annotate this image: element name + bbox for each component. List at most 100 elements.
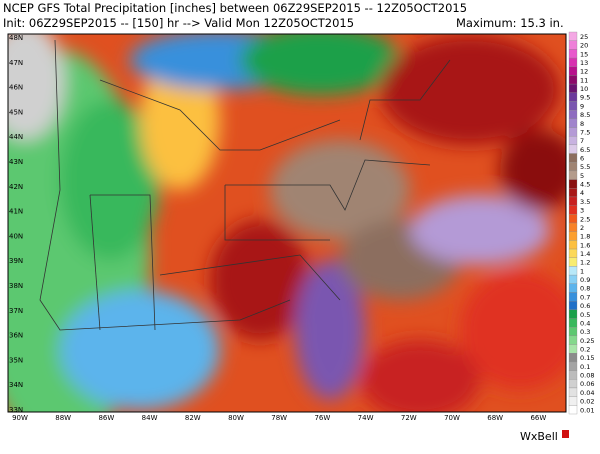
colorbar-label: 8	[580, 120, 584, 128]
colorbar: 252015131211109.598.587.576.565.554.543.…	[568, 31, 594, 415]
colorbar-label: 9	[580, 102, 584, 110]
colorbar-label: 4	[580, 189, 584, 197]
colorbar-swatch	[568, 188, 578, 198]
colorbar-swatch	[568, 222, 578, 232]
longitude-label: 84W	[142, 414, 158, 422]
colorbar-swatch	[568, 66, 578, 76]
colorbar-swatch	[568, 344, 578, 354]
colorbar-label: 0.8	[580, 285, 590, 293]
colorbar-label: 1.8	[580, 233, 590, 241]
colorbar-label: 0.1	[580, 363, 590, 371]
colorbar-swatch	[568, 309, 578, 319]
colorbar-label: 3	[580, 207, 584, 215]
colorbar-swatch	[568, 136, 578, 146]
colorbar-swatch	[568, 196, 578, 206]
colorbar-swatch	[568, 153, 578, 163]
logo-mark	[562, 430, 569, 438]
longitude-label: 70W	[444, 414, 460, 422]
colorbar-label: 8.5	[580, 111, 590, 119]
colorbar-swatch	[568, 387, 578, 397]
colorbar-label: 0.3	[580, 328, 590, 336]
colorbar-swatch	[568, 327, 578, 337]
latitude-label: 45N	[9, 108, 23, 116]
latitude-label: 33N	[9, 406, 23, 414]
colorbar-swatch	[568, 109, 578, 119]
colorbar-label: 6.5	[580, 146, 590, 154]
colorbar-swatch	[568, 118, 578, 128]
colorbar-swatch	[568, 92, 578, 102]
colorbar-label: 0.08	[580, 372, 594, 380]
colorbar-swatch	[568, 318, 578, 328]
longitude-label: 82W	[185, 414, 201, 422]
colorbar-label: 0.25	[580, 337, 594, 345]
latitude-label: 35N	[9, 356, 23, 364]
colorbar-label: 6	[580, 154, 584, 162]
colorbar-swatch	[568, 83, 578, 93]
colorbar-swatch	[568, 49, 578, 59]
colorbar-label: 0.7	[580, 293, 590, 301]
latitude-label: 37N	[9, 307, 23, 315]
longitude-label: 90W	[12, 414, 28, 422]
colorbar-label: 5	[580, 172, 584, 180]
colorbar-label: 0.01	[580, 406, 594, 414]
colorbar-swatch	[568, 170, 578, 180]
colorbar-label: 9.5	[580, 94, 590, 102]
precip-field	[8, 34, 566, 412]
longitude-label: 72W	[401, 414, 417, 422]
colorbar-swatch	[568, 127, 578, 137]
colorbar-label: 7.5	[580, 128, 590, 136]
latitude-label: 41N	[9, 208, 23, 216]
colorbar-label: 0.6	[580, 302, 590, 310]
colorbar-swatch	[568, 231, 578, 241]
init-line: Init: 06Z29SEP2015 -- [150] hr --> Valid…	[3, 16, 354, 30]
colorbar-swatch	[568, 266, 578, 276]
colorbar-swatch	[568, 57, 578, 67]
colorbar-swatch	[568, 214, 578, 224]
colorbar-swatch	[568, 101, 578, 111]
latitude-label: 48N	[9, 34, 23, 42]
colorbar-label: 0.06	[580, 380, 594, 388]
colorbar-swatch	[568, 335, 578, 345]
colorbar-label: 4.5	[580, 181, 590, 189]
colorbar-label: 0.4	[580, 319, 590, 327]
colorbar-swatch	[568, 361, 578, 371]
colorbar-swatch	[568, 274, 578, 284]
colorbar-swatch	[568, 405, 578, 415]
latitude-label: 47N	[9, 59, 23, 67]
colorbar-swatch	[568, 379, 578, 389]
longitude-label: 68W	[487, 414, 503, 422]
colorbar-label: 0.15	[580, 354, 594, 362]
colorbar-label: 25	[580, 33, 588, 41]
latitude-label: 34N	[9, 381, 23, 389]
colorbar-label: 13	[580, 59, 588, 67]
colorbar-swatch	[568, 353, 578, 363]
colorbar-swatch	[568, 283, 578, 293]
colorbar-swatch	[568, 31, 578, 41]
latitude-label: 44N	[9, 133, 23, 141]
colorbar-label: 1.4	[580, 250, 590, 258]
colorbar-label: 5.5	[580, 163, 590, 171]
longitude-label: 88W	[55, 414, 71, 422]
longitude-label: 86W	[98, 414, 114, 422]
latitude-label: 38N	[9, 282, 23, 290]
colorbar-label: 0.02	[580, 398, 594, 406]
colorbar-swatch	[568, 240, 578, 250]
colorbar-swatch	[568, 205, 578, 215]
colorbar-label: 11	[580, 76, 588, 84]
colorbar-label: 10	[580, 85, 588, 93]
colorbar-swatch	[568, 40, 578, 50]
maximum: Maximum: 15.3 in.	[456, 16, 564, 30]
colorbar-swatch	[568, 292, 578, 302]
colorbar-swatch	[568, 75, 578, 85]
map-frame	[7, 33, 567, 413]
colorbar-swatch	[568, 162, 578, 172]
longitude-label: 80W	[228, 414, 244, 422]
colorbar-label: 12	[580, 68, 588, 76]
latitude-label: 36N	[9, 332, 23, 340]
logo: WxBell	[520, 430, 558, 443]
latitude-label: 43N	[9, 158, 23, 166]
longitude-label: 74W	[358, 414, 374, 422]
latitude-label: 46N	[9, 84, 23, 92]
latitude-label: 39N	[9, 257, 23, 265]
